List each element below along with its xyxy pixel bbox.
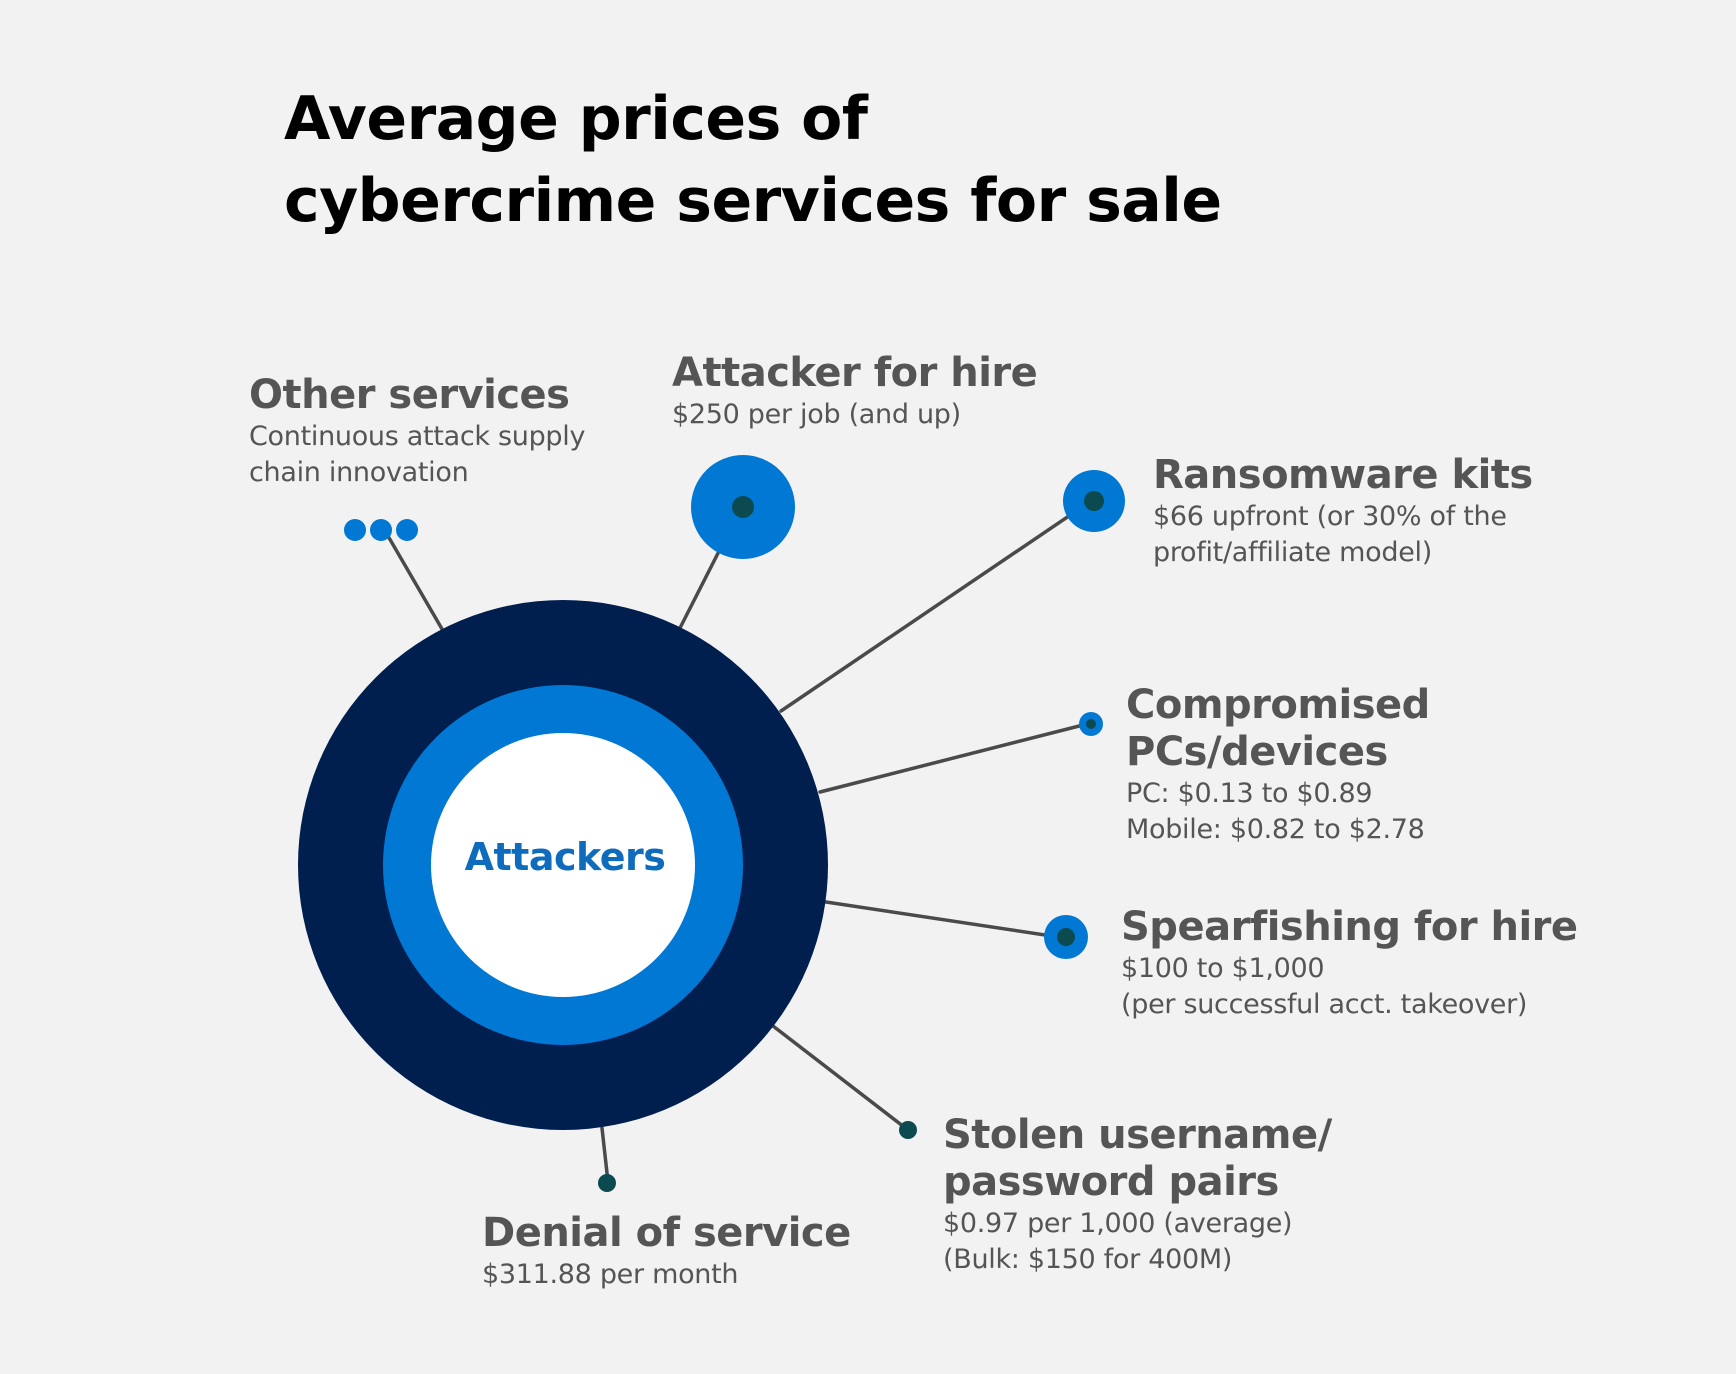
attackers-label: Attackers — [464, 835, 666, 879]
label-compromised-devices: Compromised PCs/devices PC: $0.13 to $0.… — [1126, 682, 1430, 848]
service-name: Denial of service — [482, 1210, 851, 1256]
label-ransomware-kits: Ransomware kits $66 upfront (or 30% of t… — [1153, 452, 1533, 571]
attackers-hub — [298, 600, 828, 1130]
connector-lines — [386, 497, 1096, 1184]
three-dots-icon-dot-2 — [370, 519, 392, 541]
connector-stolen-credentials — [771, 1024, 910, 1132]
service-name: Other services — [249, 372, 570, 418]
service-detail: $311.88 per month — [482, 1259, 739, 1290]
attacker-for-hire-node-icon-dot — [732, 496, 754, 518]
service-detail: profit/affiliate model) — [1153, 537, 1432, 568]
service-detail: (Bulk: $150 for 400M) — [943, 1244, 1233, 1275]
service-detail: PC: $0.13 to $0.89 — [1126, 778, 1373, 809]
page-title-line-1: Average prices of — [284, 84, 868, 154]
stolen-credentials-dot-icon — [899, 1121, 917, 1139]
service-name: PCs/devices — [1126, 729, 1388, 775]
service-detail: $66 upfront (or 30% of the — [1153, 501, 1507, 532]
label-attacker-for-hire: Attacker for hire $250 per job (and up) — [672, 350, 1038, 433]
label-stolen-credentials: Stolen username/ password pairs $0.97 pe… — [943, 1112, 1332, 1278]
connector-compromised-devices — [818, 721, 1093, 794]
connector-spearfishing — [824, 900, 1067, 940]
service-detail: $250 per job (and up) — [672, 399, 961, 430]
service-name: Compromised — [1126, 682, 1430, 728]
label-other-services: Other services Continuous attack supply … — [249, 372, 585, 491]
connector-other-services — [386, 534, 444, 631]
inner-circle — [431, 733, 695, 997]
ransomware-kits-node-icon-dot — [1084, 491, 1104, 511]
service-name: Stolen username/ — [943, 1112, 1332, 1158]
page-title-line-2: cybercrime services for sale — [284, 166, 1222, 236]
service-detail: Mobile: $0.82 to $2.78 — [1126, 814, 1425, 845]
three-dots-icon-dot-1 — [344, 519, 366, 541]
compromised-devices-node-icon-dot — [1086, 719, 1096, 729]
service-nodes — [344, 455, 1125, 1192]
service-name: Spearfishing for hire — [1121, 904, 1578, 950]
service-name: Ransomware kits — [1153, 452, 1533, 498]
service-detail: Continuous attack supply — [249, 421, 586, 452]
label-denial-of-service: Denial of service $311.88 per month — [482, 1210, 851, 1293]
label-spearfishing-for-hire: Spearfishing for hire $100 to $1,000 (pe… — [1121, 904, 1578, 1023]
spearfishing-node-icon-dot — [1057, 928, 1075, 946]
service-name: Attacker for hire — [672, 350, 1038, 396]
service-detail: $100 to $1,000 — [1121, 953, 1325, 984]
denial-of-service-dot-icon — [598, 1174, 616, 1192]
connector-denial-of-service — [600, 1126, 610, 1184]
service-detail: chain innovation — [249, 457, 469, 488]
three-dots-icon-dot-3 — [396, 519, 418, 541]
page-title: Average prices of cybercrime services fo… — [284, 78, 1222, 242]
connector-ransomware-kits — [779, 497, 1096, 713]
service-detail: $0.97 per 1,000 (average) — [943, 1208, 1293, 1239]
service-name: password pairs — [943, 1159, 1279, 1205]
service-detail: (per successful acct. takeover) — [1121, 989, 1528, 1020]
